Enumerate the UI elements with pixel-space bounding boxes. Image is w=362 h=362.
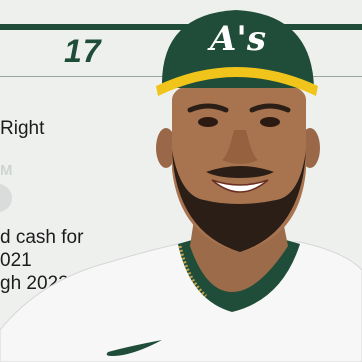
left-ear: [156, 128, 176, 168]
cap-logo: A's: [207, 19, 266, 59]
acquisition-line-2: 021: [0, 250, 32, 271]
jersey: [0, 241, 362, 362]
right-eyebrow: [249, 103, 291, 113]
cap-crown: [161, 10, 314, 88]
header-rule: [0, 24, 362, 30]
info-badge: [0, 184, 12, 212]
jersey-number: 17: [64, 33, 102, 69]
nose: [222, 130, 258, 164]
beard: [172, 150, 306, 252]
right-eye: [260, 117, 280, 127]
left-eye: [198, 117, 218, 127]
swoosh-logo: [106, 340, 162, 356]
acquisition-line-1: d cash for: [0, 227, 84, 248]
throws-value: Right: [0, 118, 45, 139]
jersey-collar: [178, 240, 300, 312]
necklace: [178, 245, 208, 298]
faint-label: M: [0, 162, 13, 179]
smile: [211, 179, 269, 193]
cap-brim: [156, 67, 318, 96]
left-eyebrow: [187, 103, 229, 113]
mustache: [206, 166, 274, 178]
